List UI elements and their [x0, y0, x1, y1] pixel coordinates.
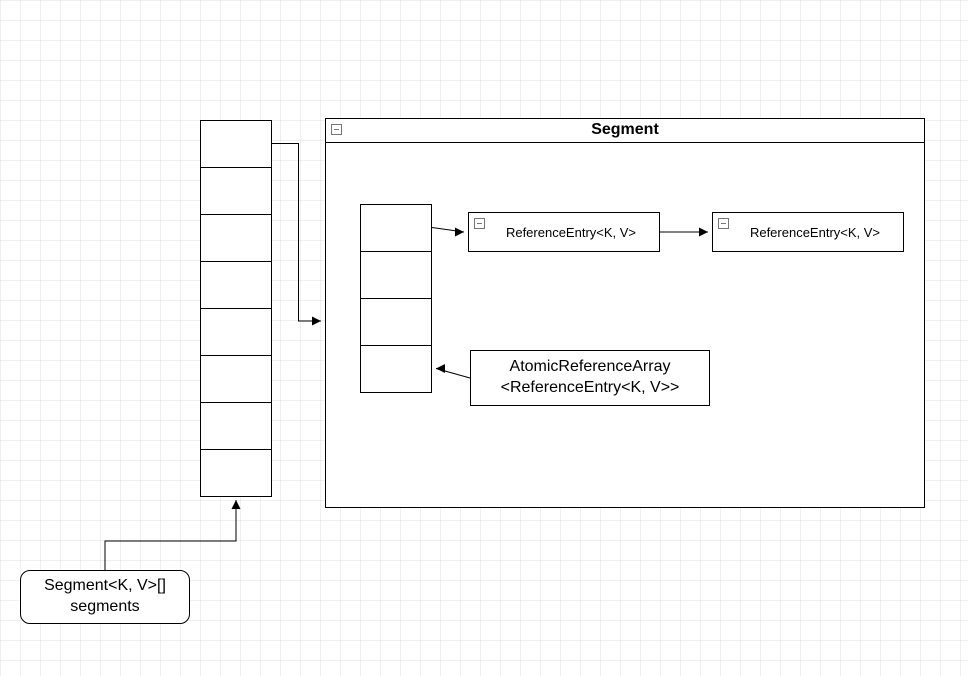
inner-array-cell [360, 251, 432, 299]
segments-array-cell [200, 120, 272, 168]
entry2-label: ReferenceEntry<K, V> [736, 225, 880, 240]
atomic-line2: <ReferenceEntry<K, V>> [501, 379, 680, 396]
inner-array-cell [360, 204, 432, 252]
segments-label-line1: Segment<K, V>[] [44, 577, 166, 594]
segments-array-cell [200, 449, 272, 497]
segments-label-line2: segments [70, 598, 139, 615]
collapse-icon[interactable] [474, 218, 485, 229]
segments-array-cell [200, 355, 272, 403]
reference-entry-2: ReferenceEntry<K, V> [712, 212, 904, 252]
segment-title-bar: Segment [326, 119, 924, 143]
inner-array-cell [360, 298, 432, 346]
inner-array-cell [360, 345, 432, 393]
atomic-line1: AtomicReferenceArray [510, 358, 671, 375]
segment-title: Segment [591, 121, 659, 138]
collapse-icon[interactable] [331, 124, 342, 135]
segments-array-cell [200, 214, 272, 262]
entry1-label: ReferenceEntry<K, V> [492, 225, 636, 240]
segments-array-cell [200, 167, 272, 215]
collapse-icon[interactable] [718, 218, 729, 229]
segments-array-cell [200, 261, 272, 309]
segments-label-box: Segment<K, V>[] segments [20, 570, 190, 624]
segments-array-cell [200, 402, 272, 450]
atomic-reference-array-box: AtomicReferenceArray <ReferenceEntry<K, … [470, 350, 710, 406]
segments-array-cell [200, 308, 272, 356]
reference-entry-1: ReferenceEntry<K, V> [468, 212, 660, 252]
